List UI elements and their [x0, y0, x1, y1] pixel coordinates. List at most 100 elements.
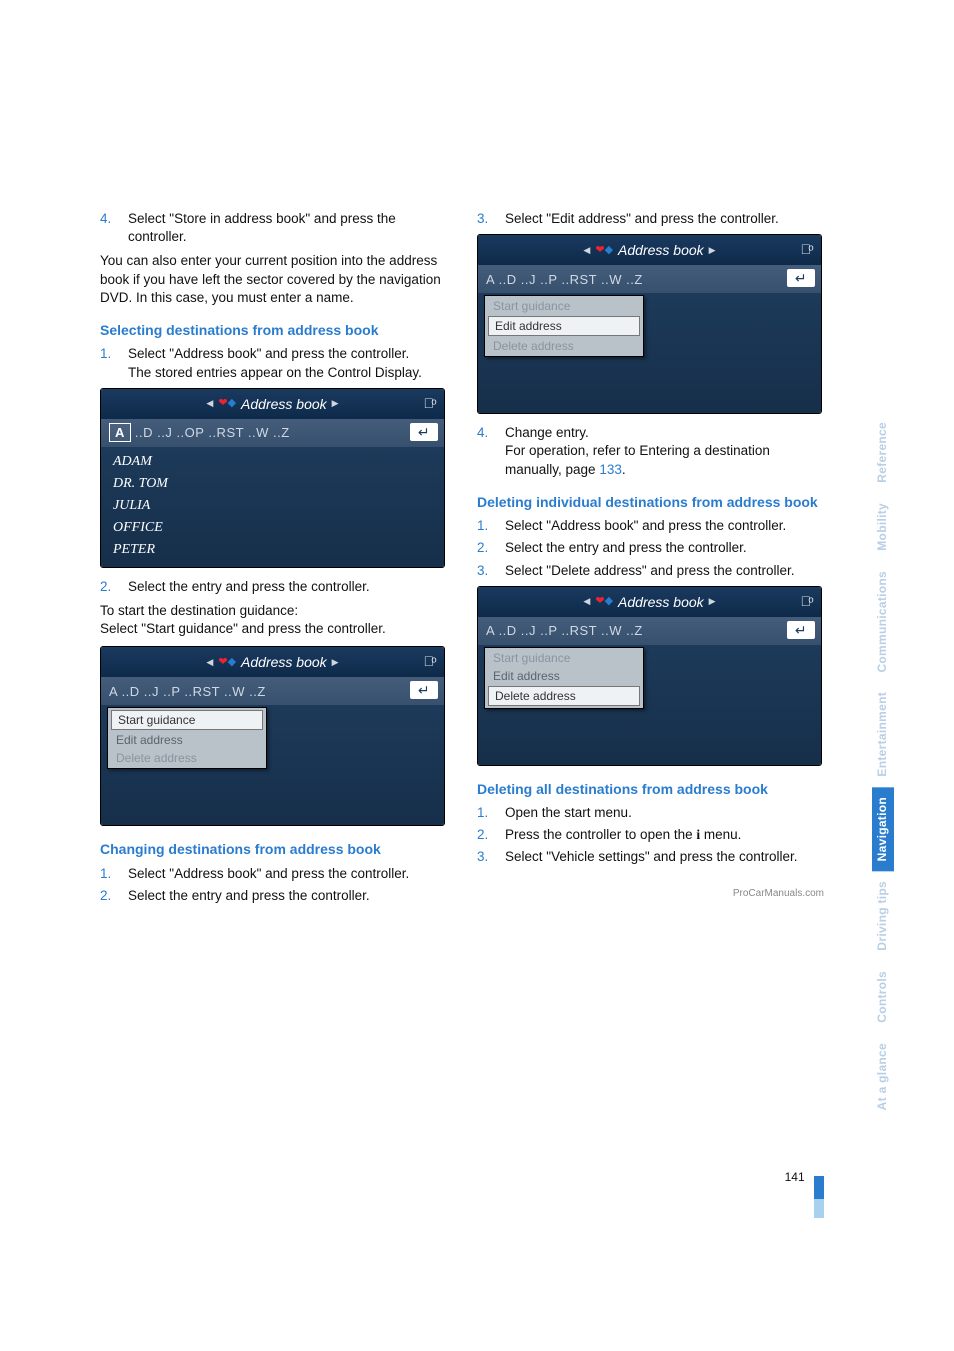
ctx-start-guidance: Start guidance — [111, 710, 263, 730]
text: menu. — [700, 827, 741, 842]
step-3: 3.Select "Vehicle settings" and press th… — [477, 848, 824, 866]
text: Select "Address book" and press the cont… — [505, 518, 786, 533]
nav-left-icon: ◀ — [578, 245, 595, 256]
text: . — [622, 462, 626, 477]
step-1: 1.Select "Address book" and press the co… — [100, 865, 447, 883]
crown-icon: ❤◆ — [595, 243, 613, 256]
step-2: 2.Select the entry and press the control… — [100, 887, 447, 905]
heading-selecting: Selecting destinations from address book — [100, 321, 447, 339]
page-footer: 141 — [100, 1170, 824, 1218]
heading-deleting-all: Deleting all destinations from address b… — [477, 780, 824, 798]
list-item: PETER — [101, 539, 444, 561]
step-1: 1.Select "Address book" and press the co… — [477, 517, 824, 535]
voice-icon: ◯ͦ — [424, 395, 435, 411]
crown-icon: ❤◆ — [218, 396, 236, 409]
paragraph: Select "Start guidance" and press the co… — [100, 620, 447, 638]
alpha-bar: A ..D ..J ..P ..RST ..W ..Z ↵ — [478, 265, 821, 293]
text: Select "Address book" and press the cont… — [128, 866, 409, 881]
text: Press the controller to open the — [505, 827, 696, 842]
text: Select "Address book" and press the cont… — [128, 346, 409, 361]
tab-controls[interactable]: Controls — [872, 961, 894, 1033]
ctx-edit-address: Edit address — [488, 316, 640, 336]
back-icon: ↵ — [787, 269, 815, 287]
step-2: 2.Select the entry and press the control… — [477, 539, 824, 557]
alpha-bar: A ..D ..J ..P ..RST ..W ..Z ↵ — [101, 677, 444, 705]
screenshot-start-guidance: ◀ ❤◆ Address book ▶ ◯ͦ A ..D ..J ..P ..R… — [100, 646, 445, 826]
nav-right-icon: ▶ — [704, 596, 721, 607]
alpha-bar: A ..D ..J ..OP ..RST ..W ..Z ↵ — [101, 419, 444, 447]
back-icon: ↵ — [787, 621, 815, 639]
text: Select the entry and press the controlle… — [128, 579, 370, 594]
right-column: 3.Select "Edit address" and press the co… — [477, 210, 824, 911]
nav-right-icon: ▶ — [704, 245, 721, 256]
watermark: ProCarManuals.com — [733, 888, 824, 899]
nav-left-icon: ◀ — [201, 657, 218, 668]
tab-at-a-glance[interactable]: At a glance — [872, 1033, 894, 1120]
tab-navigation[interactable]: Navigation — [872, 787, 894, 871]
text: Select "Delete address" and press the co… — [505, 563, 795, 578]
crown-icon: ❤◆ — [218, 655, 236, 668]
paragraph: To start the destination guidance: — [100, 602, 447, 620]
alpha-rest: A ..D ..J ..P ..RST ..W ..Z — [109, 684, 266, 699]
right-step-3: 3.Select "Edit address" and press the co… — [477, 210, 824, 228]
ss-title: Address book — [618, 594, 704, 610]
nav-left-icon: ◀ — [578, 596, 595, 607]
alpha-rest: A ..D ..J ..P ..RST ..W ..Z — [486, 623, 643, 638]
list-item: JULIA — [101, 495, 444, 517]
context-menu: Start guidance Edit address Delete addre… — [484, 295, 644, 357]
text: Select the entry and press the controlle… — [505, 540, 747, 555]
tab-entertainment[interactable]: Entertainment — [872, 682, 894, 787]
alpha-bar: A ..D ..J ..P ..RST ..W ..Z ↵ — [478, 617, 821, 645]
nav-right-icon: ▶ — [327, 657, 344, 668]
text: Select "Store in address book" and press… — [128, 211, 396, 244]
tab-reference[interactable]: Reference — [872, 412, 894, 493]
back-icon: ↵ — [410, 423, 438, 441]
voice-icon: ◯ͦ — [424, 653, 435, 669]
step-2: 2. Press the controller to open the i me… — [477, 826, 824, 844]
screenshot-address-book-list: ◀ ❤◆ Address book ▶ ◯ͦ A ..D ..J ..OP ..… — [100, 388, 445, 568]
context-menu: Start guidance Edit address Delete addre… — [484, 647, 644, 709]
crown-icon: ❤◆ — [595, 594, 613, 607]
text: Change entry. — [505, 425, 589, 440]
ctx-edit-address: Edit address — [487, 667, 641, 685]
alpha-rest: A ..D ..J ..P ..RST ..W ..Z — [486, 272, 643, 287]
back-icon: ↵ — [410, 681, 438, 699]
heading-deleting-individual: Deleting individual destinations from ad… — [477, 493, 824, 511]
text: For operation, refer to Entering a desti… — [505, 443, 770, 476]
text: The stored entries appear on the Control… — [128, 365, 422, 380]
tab-mobility[interactable]: Mobility — [872, 493, 894, 561]
alpha-rest: ..D ..J ..OP ..RST ..W ..Z — [135, 425, 290, 440]
right-step-4: 4. Change entry. For operation, refer to… — [477, 424, 824, 479]
list-item: OFFICE — [101, 517, 444, 539]
ctx-delete-address: Delete address — [110, 749, 264, 767]
left-step-4: 4.Select "Store in address book" and pre… — [100, 210, 447, 246]
tab-driving-tips[interactable]: Driving tips — [872, 871, 894, 961]
paragraph: You can also enter your current position… — [100, 252, 447, 307]
ss-title: Address book — [241, 396, 327, 412]
step-1: 1. Select "Address book" and press the c… — [100, 345, 447, 381]
entry-list: ADAM DR. TOM JULIA OFFICE PETER — [101, 447, 444, 567]
step-3: 3.Select "Delete address" and press the … — [477, 562, 824, 580]
page-marker-bar — [814, 1176, 824, 1218]
page-number: 141 — [785, 1170, 805, 1184]
text: Select "Vehicle settings" and press the … — [505, 849, 798, 864]
page-link-133[interactable]: 133 — [599, 462, 622, 477]
text: Select the entry and press the controlle… — [128, 888, 370, 903]
step-1: 1.Open the start menu. — [477, 804, 824, 822]
tab-communications[interactable]: Communications — [872, 561, 894, 683]
ss-title: Address book — [241, 654, 327, 670]
context-menu: Start guidance Edit address Delete addre… — [107, 707, 267, 769]
text: Select "Edit address" and press the cont… — [505, 211, 779, 226]
list-item: ADAM — [101, 451, 444, 473]
alpha-selected: A — [109, 423, 131, 442]
ctx-start-guidance: Start guidance — [487, 649, 641, 667]
heading-changing: Changing destinations from address book — [100, 840, 447, 858]
screenshot-delete-address: ◀ ❤◆ Address book ▶ ◯ͦ A ..D ..J ..P ..R… — [477, 586, 822, 766]
ctx-delete-address: Delete address — [488, 686, 640, 706]
step-2: 2.Select the entry and press the control… — [100, 578, 447, 596]
nav-right-icon: ▶ — [327, 398, 344, 409]
list-item: DR. TOM — [101, 473, 444, 495]
ctx-edit-address: Edit address — [110, 731, 264, 749]
left-column: 4.Select "Store in address book" and pre… — [100, 210, 447, 911]
side-tabs: At a glance Controls Driving tips Naviga… — [872, 210, 894, 1120]
